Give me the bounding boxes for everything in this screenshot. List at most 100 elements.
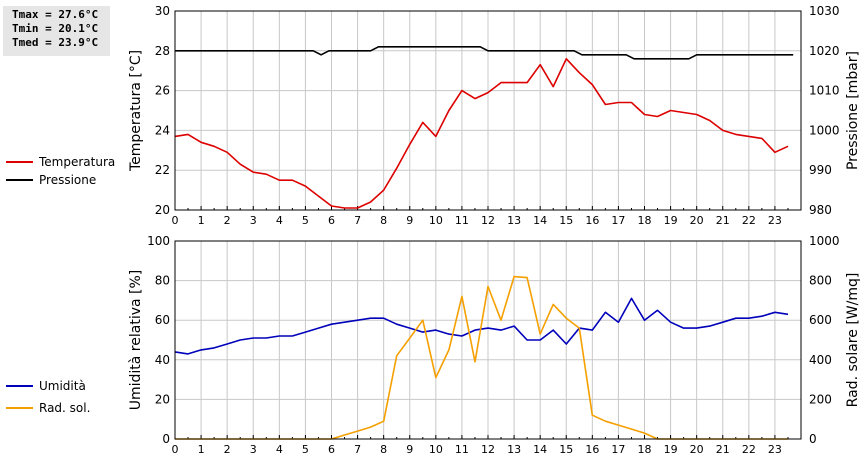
- x-tick-label: 10: [429, 214, 443, 227]
- y2-tick-label: 800: [809, 274, 832, 288]
- x-tick-label: 6: [328, 214, 335, 227]
- x-tick-label: 5: [302, 443, 309, 456]
- x-tick-label: 22: [742, 443, 756, 456]
- legend-label-humidity: Umidità: [39, 379, 86, 393]
- legend-swatch-humidity: [6, 385, 33, 387]
- x-tick-label: 5: [302, 214, 309, 227]
- legend-swatch-pressure: [6, 179, 33, 181]
- x-tick-label: 9: [406, 443, 413, 456]
- x-tick-label: 1: [198, 214, 205, 227]
- x-tick-label: 3: [250, 214, 257, 227]
- y2-axis-title: Rad. solare [W/mq]: [845, 273, 860, 408]
- x-tick-label: 9: [406, 214, 413, 227]
- series-line-temperatura: [174, 57, 789, 209]
- x-tick-label: 18: [638, 214, 652, 227]
- legend-item-radiation: Rad. sol.: [6, 399, 90, 417]
- y2-tick-label: 990: [809, 163, 832, 177]
- tmax-label: Tmax = 27.6°C: [12, 8, 99, 21]
- x-tick-label: 8: [380, 214, 387, 227]
- y-tick-label: 40: [155, 353, 170, 367]
- legend-item-humidity: Umidità: [6, 377, 86, 395]
- y2-axis-title: Pressione [mbar]: [845, 51, 860, 170]
- plot-frame: [174, 240, 802, 440]
- y-tick-label: 100: [147, 234, 170, 248]
- x-tick-label: 14: [533, 443, 547, 456]
- series-line-rad-sol: [175, 275, 788, 440]
- x-tick-label: 16: [585, 443, 599, 456]
- y2-tick-label: 400: [809, 353, 832, 367]
- y-tick-label: 20: [155, 392, 170, 406]
- x-tick-label: 17: [611, 443, 625, 456]
- legend-swatch-temperature: [6, 161, 33, 163]
- y-tick-label: 24: [155, 123, 170, 137]
- y-axis-title: Temperatura [°C]: [128, 50, 144, 172]
- x-tick-label: 2: [224, 214, 231, 227]
- y-tick-label: 28: [155, 44, 170, 58]
- x-tick-label: 0: [172, 214, 179, 227]
- x-tick-label: 12: [481, 214, 495, 227]
- legend-temperature-pressure: Temperatura Pressione: [6, 153, 115, 189]
- x-tick-label: 7: [354, 443, 361, 456]
- y2-tick-label: 1030: [809, 4, 840, 18]
- plot-frame: [174, 10, 802, 211]
- y-tick-label: 80: [155, 274, 170, 288]
- stats-box: Tmax = 27.6°C Tmin = 20.1°C Tmed = 23.9°…: [3, 6, 110, 56]
- x-tick-label: 11: [455, 214, 469, 227]
- y-tick-label: 26: [155, 84, 170, 98]
- legend-item-temperature: Temperatura: [6, 153, 115, 171]
- x-tick-label: 21: [716, 214, 730, 227]
- y-tick-label: 20: [155, 203, 170, 217]
- tmed-label: Tmed = 23.9°C: [12, 36, 99, 49]
- y2-tick-label: 1000: [809, 234, 840, 248]
- y-tick-label: 60: [155, 313, 170, 327]
- y2-tick-label: 980: [809, 203, 832, 217]
- x-tick-label: 13: [507, 443, 521, 456]
- x-tick-label: 4: [276, 443, 283, 456]
- x-tick-label: 19: [664, 214, 678, 227]
- x-tick-label: 4: [276, 214, 283, 227]
- x-tick-label: 6: [328, 443, 335, 456]
- y2-tick-label: 200: [809, 392, 832, 406]
- x-tick-label: 19: [664, 443, 678, 456]
- y-tick-label: 22: [155, 163, 170, 177]
- x-tick-label: 2: [224, 443, 231, 456]
- y-axis-title: Umidità relativa [%]: [128, 270, 144, 411]
- x-tick-label: 20: [690, 214, 704, 227]
- legend-item-pressure: Pressione: [6, 171, 115, 189]
- y2-tick-label: 600: [809, 313, 832, 327]
- x-tick-label: 21: [716, 443, 730, 456]
- y2-tick-label: 1020: [809, 44, 840, 58]
- series-line-umidit: [174, 297, 789, 355]
- y-tick-label: 30: [155, 4, 170, 18]
- x-tick-label: 23: [768, 443, 782, 456]
- series-line-pressione: [175, 45, 794, 60]
- x-tick-label: 17: [611, 214, 625, 227]
- x-tick-label: 20: [690, 443, 704, 456]
- x-tick-label: 16: [585, 214, 599, 227]
- y2-tick-label: 1010: [809, 84, 840, 98]
- y-tick-label: 0: [162, 432, 170, 446]
- x-tick-label: 1: [198, 443, 205, 456]
- y2-tick-label: 1000: [809, 123, 840, 137]
- x-tick-label: 18: [638, 443, 652, 456]
- x-tick-label: 13: [507, 214, 521, 227]
- x-tick-label: 15: [559, 443, 573, 456]
- x-tick-label: 14: [533, 214, 547, 227]
- x-tick-label: 23: [768, 214, 782, 227]
- x-tick-label: 22: [742, 214, 756, 227]
- legend-label-temperature: Temperatura: [39, 155, 116, 169]
- x-tick-label: 10: [429, 443, 443, 456]
- legend-swatch-radiation: [6, 407, 33, 409]
- x-tick-label: 8: [380, 443, 387, 456]
- legend-label-radiation: Rad. sol.: [39, 401, 91, 415]
- x-tick-label: 11: [455, 443, 469, 456]
- tmin-label: Tmin = 20.1°C: [12, 22, 99, 35]
- x-tick-label: 0: [172, 443, 179, 456]
- legend-label-pressure: Pressione: [39, 173, 97, 187]
- x-tick-label: 7: [354, 214, 361, 227]
- y2-tick-label: 0: [809, 432, 817, 446]
- x-tick-label: 15: [559, 214, 573, 227]
- x-tick-label: 12: [481, 443, 495, 456]
- x-tick-label: 3: [250, 443, 257, 456]
